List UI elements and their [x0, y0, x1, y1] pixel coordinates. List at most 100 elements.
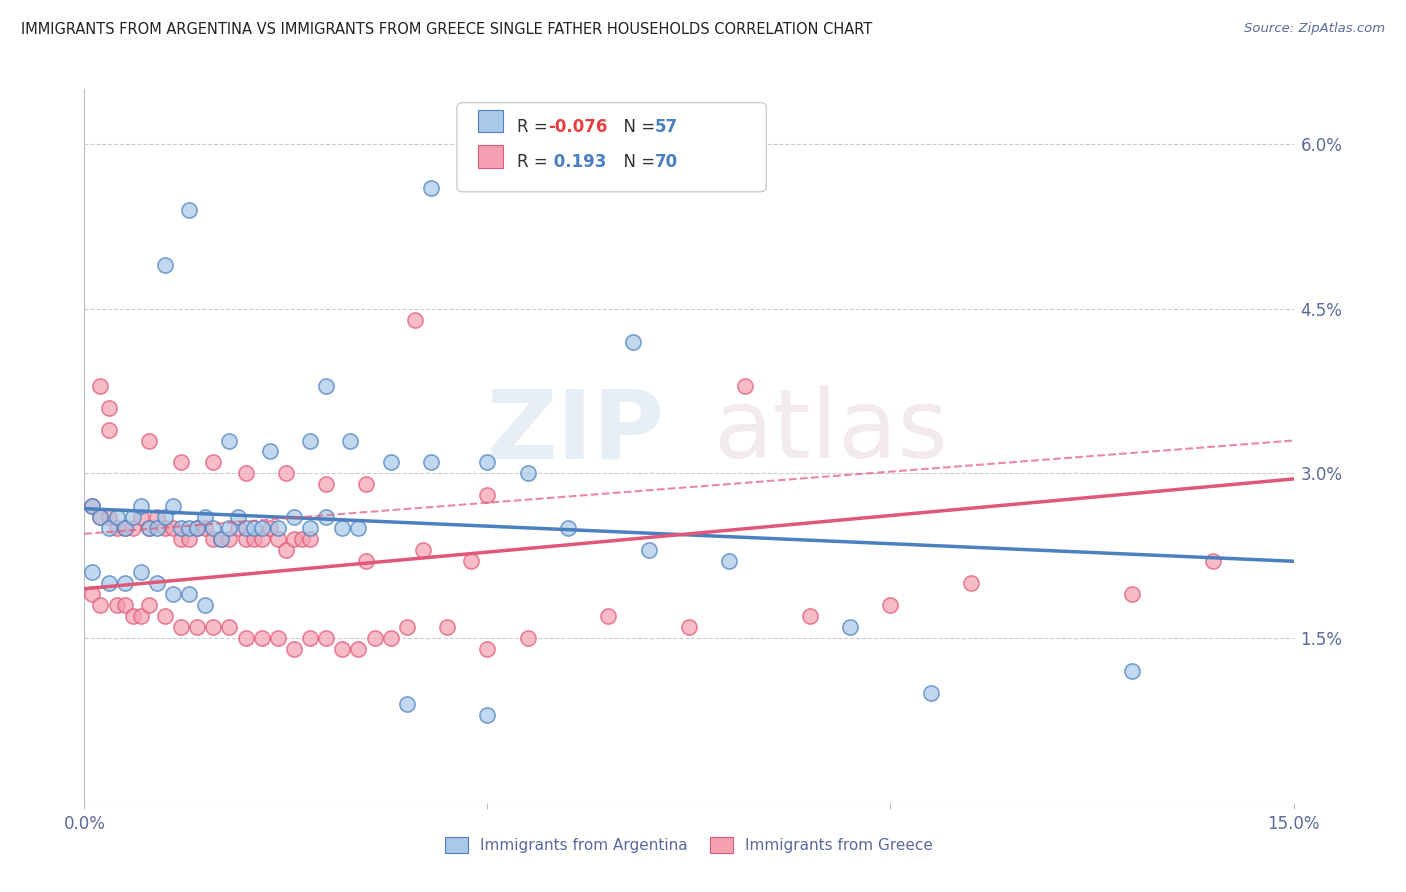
- Point: [129, 566, 152, 580]
- Point: [395, 697, 418, 711]
- Point: [267, 521, 290, 535]
- Point: [202, 620, 225, 634]
- Point: [291, 533, 314, 547]
- Point: [186, 521, 208, 535]
- Text: 70: 70: [655, 153, 678, 171]
- Point: [235, 467, 257, 481]
- Point: [170, 533, 193, 547]
- Point: [299, 631, 322, 645]
- Point: [516, 467, 538, 481]
- Point: [242, 521, 264, 535]
- Point: [179, 521, 201, 535]
- Point: [299, 533, 322, 547]
- Point: [250, 521, 273, 535]
- Point: [839, 620, 862, 634]
- Point: [598, 609, 620, 624]
- Point: [194, 510, 217, 524]
- Point: [202, 455, 225, 469]
- Point: [218, 620, 240, 634]
- Point: [267, 631, 290, 645]
- Point: [82, 500, 104, 514]
- Point: [267, 533, 290, 547]
- Point: [209, 533, 232, 547]
- Point: [138, 434, 160, 448]
- Point: [250, 631, 273, 645]
- Point: [202, 521, 225, 535]
- Point: [637, 543, 659, 558]
- Text: R =: R =: [517, 118, 554, 136]
- Text: 0.193: 0.193: [548, 153, 607, 171]
- Point: [960, 576, 983, 591]
- Point: [356, 477, 378, 491]
- Text: IMMIGRANTS FROM ARGENTINA VS IMMIGRANTS FROM GREECE SINGLE FATHER HOUSEHOLDS COR: IMMIGRANTS FROM ARGENTINA VS IMMIGRANTS …: [21, 22, 872, 37]
- Point: [347, 642, 370, 657]
- Point: [105, 510, 128, 524]
- Point: [97, 423, 120, 437]
- Text: -0.076: -0.076: [548, 118, 607, 136]
- Point: [153, 510, 176, 524]
- Point: [477, 642, 499, 657]
- Point: [356, 554, 378, 568]
- Point: [1121, 664, 1143, 678]
- Point: [557, 521, 579, 535]
- Point: [226, 521, 249, 535]
- Point: [146, 576, 169, 591]
- Point: [218, 533, 240, 547]
- Point: [194, 521, 217, 535]
- Point: [436, 620, 458, 634]
- Point: [299, 521, 322, 535]
- Point: [82, 500, 104, 514]
- Point: [114, 598, 136, 612]
- Point: [259, 521, 281, 535]
- Point: [179, 587, 201, 601]
- Point: [97, 576, 120, 591]
- Point: [395, 620, 418, 634]
- Point: [226, 510, 249, 524]
- Point: [477, 708, 499, 723]
- Point: [209, 533, 232, 547]
- Point: [420, 181, 443, 195]
- Point: [799, 609, 821, 624]
- Point: [283, 642, 305, 657]
- Point: [1121, 587, 1143, 601]
- Point: [235, 533, 257, 547]
- Text: R =: R =: [517, 153, 554, 171]
- Point: [194, 598, 217, 612]
- Point: [97, 510, 120, 524]
- Point: [105, 598, 128, 612]
- Text: N =: N =: [613, 153, 661, 171]
- Point: [330, 521, 353, 535]
- Point: [339, 434, 361, 448]
- Point: [89, 598, 111, 612]
- Text: atlas: atlas: [713, 385, 948, 478]
- Point: [170, 521, 193, 535]
- Point: [218, 434, 240, 448]
- Point: [186, 521, 208, 535]
- Point: [734, 378, 756, 392]
- Point: [162, 521, 184, 535]
- Point: [235, 521, 257, 535]
- Point: [477, 455, 499, 469]
- Point: [121, 510, 143, 524]
- Point: [363, 631, 385, 645]
- Point: [420, 455, 443, 469]
- Point: [179, 533, 201, 547]
- Point: [129, 510, 152, 524]
- Point: [315, 631, 337, 645]
- Point: [146, 521, 169, 535]
- Point: [121, 609, 143, 624]
- Point: [170, 455, 193, 469]
- Point: [516, 631, 538, 645]
- Text: Source: ZipAtlas.com: Source: ZipAtlas.com: [1244, 22, 1385, 36]
- Point: [879, 598, 901, 612]
- Text: ZIP: ZIP: [486, 385, 665, 478]
- Point: [920, 686, 942, 700]
- Point: [404, 312, 426, 326]
- Point: [242, 533, 264, 547]
- Point: [138, 598, 160, 612]
- Point: [89, 378, 111, 392]
- Point: [218, 521, 240, 535]
- Point: [1202, 554, 1225, 568]
- Point: [412, 543, 434, 558]
- Point: [274, 543, 297, 558]
